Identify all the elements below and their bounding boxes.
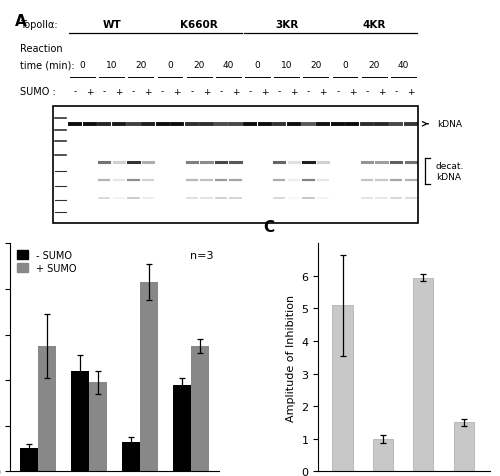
Text: 10: 10: [106, 61, 118, 70]
Text: 0: 0: [80, 61, 86, 70]
Text: -: -: [190, 87, 194, 96]
Text: 20: 20: [194, 61, 205, 70]
Text: -: -: [307, 87, 310, 96]
Text: decat.
kDNA: decat. kDNA: [436, 162, 464, 182]
Text: +: +: [290, 87, 298, 96]
Text: -: -: [220, 87, 222, 96]
Bar: [53, 107, 418, 224]
Text: TopoIIα:: TopoIIα:: [20, 20, 57, 30]
Bar: [414, 278, 434, 471]
Text: 40: 40: [398, 61, 409, 70]
Text: +: +: [348, 87, 356, 96]
Text: +: +: [115, 87, 122, 96]
Text: +: +: [144, 87, 152, 96]
Text: +: +: [378, 87, 386, 96]
Bar: [140, 282, 158, 471]
Text: +: +: [86, 87, 94, 96]
Bar: [454, 423, 474, 471]
Bar: [20, 448, 38, 471]
Text: 20: 20: [135, 61, 146, 70]
Bar: [89, 383, 107, 471]
Text: K660R: K660R: [180, 20, 218, 30]
Text: C: C: [264, 220, 274, 235]
Text: -: -: [278, 87, 281, 96]
Text: 10: 10: [281, 61, 292, 70]
Text: -: -: [161, 87, 164, 96]
Text: 3KR: 3KR: [275, 20, 298, 30]
Bar: [191, 346, 209, 471]
Text: -: -: [132, 87, 135, 96]
Text: +: +: [407, 87, 414, 96]
Text: -: -: [248, 87, 252, 96]
Y-axis label: Amplitude of Inhibition: Amplitude of Inhibition: [286, 294, 296, 421]
Text: 0: 0: [167, 61, 173, 70]
Text: 40: 40: [222, 61, 234, 70]
Bar: [72, 371, 89, 471]
Text: 20: 20: [310, 61, 322, 70]
Text: -: -: [74, 87, 76, 96]
Text: -: -: [336, 87, 340, 96]
Bar: [38, 346, 56, 471]
Text: -: -: [102, 87, 106, 96]
Text: kDNA: kDNA: [437, 120, 462, 129]
Text: 0: 0: [254, 61, 260, 70]
Text: +: +: [232, 87, 239, 96]
Text: WT: WT: [102, 20, 121, 30]
Text: Reaction: Reaction: [20, 43, 62, 53]
Bar: [332, 306, 352, 471]
Legend: - SUMO, + SUMO: - SUMO, + SUMO: [15, 248, 78, 276]
Text: -: -: [394, 87, 398, 96]
Text: time (min):: time (min):: [20, 61, 74, 71]
Text: 20: 20: [368, 61, 380, 70]
Text: A: A: [15, 14, 26, 29]
Text: SUMO :: SUMO :: [20, 87, 56, 97]
Text: +: +: [261, 87, 268, 96]
Text: +: +: [174, 87, 181, 96]
Bar: [174, 385, 191, 471]
Text: -: -: [366, 87, 368, 96]
Bar: [122, 442, 140, 471]
Bar: [373, 439, 393, 471]
Text: 4KR: 4KR: [362, 20, 386, 30]
Text: n=3: n=3: [190, 251, 213, 261]
Text: +: +: [202, 87, 210, 96]
Text: +: +: [320, 87, 327, 96]
Text: 0: 0: [342, 61, 348, 70]
